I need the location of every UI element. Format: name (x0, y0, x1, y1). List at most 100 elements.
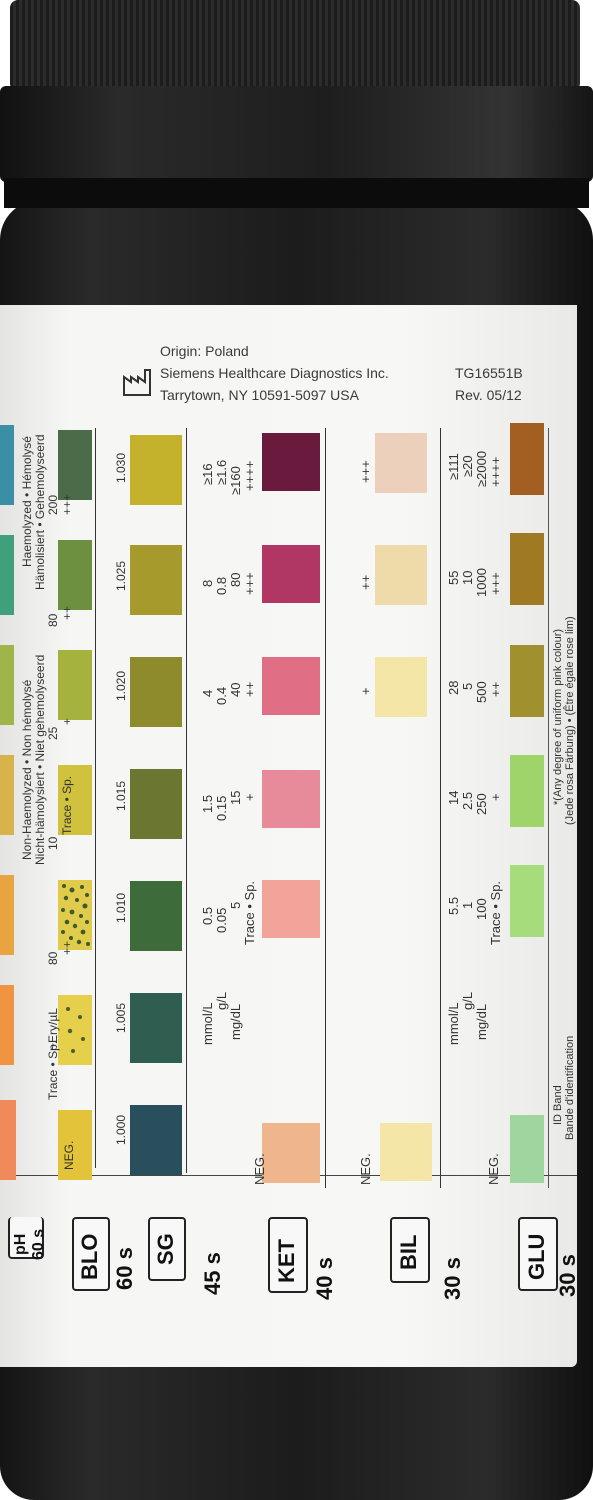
ket-value: 0.5 (200, 906, 215, 925)
pad-time-bil: 30 s (440, 1257, 465, 1300)
ket-value: ≥16 (200, 463, 215, 485)
bottle-cap (10, 0, 580, 88)
ph-swatch (0, 985, 14, 1065)
ph-swatch (0, 425, 14, 505)
glu-swatch-3plus (510, 533, 544, 605)
blood-trace-3: Trace • Sp. (60, 775, 74, 835)
ket-value: 5 (228, 901, 243, 909)
glu-swatch-2plus (510, 645, 544, 717)
pad-time-sg: 45 s (200, 1252, 225, 1295)
origin-text: Origin: Poland (160, 343, 249, 359)
ket-value: ≥160 (228, 466, 243, 495)
bil-swatch-3plus (375, 433, 427, 493)
glu-value: 28 (446, 680, 461, 695)
ket-value: 0.4 (214, 686, 229, 705)
glu-unit-gl: g/L (460, 991, 475, 1010)
ket-swatch-4plus (262, 433, 320, 491)
ket-value: 0.05 (214, 907, 229, 933)
footnote: (Jede rosa Färbung) • (Être égale rose l… (564, 616, 576, 825)
ket-value: +++ (242, 572, 257, 595)
ket-value: 40 (228, 682, 243, 697)
glu-value: Trace • Sp. (488, 880, 503, 945)
pad-name-glu: GLU (524, 1233, 549, 1280)
glu-swatch-trace (510, 865, 544, 937)
revision-text: Rev. 05/12 (455, 387, 522, 403)
blood-haemolyzed-label: Haemolyzed • Hémolysé (20, 436, 34, 567)
ket-value: 1.5 (200, 794, 215, 813)
bil-swatch-2plus (375, 545, 427, 605)
blood-value-200: 200 (46, 494, 60, 515)
manufacturer-icon (123, 369, 151, 396)
ph-swatch (0, 645, 14, 725)
ket-value: ++ (242, 681, 257, 697)
glu-value: 5 (460, 682, 475, 690)
ket-unit-mgdl: mg/dL (228, 1003, 243, 1040)
blood-swatch-non-haemolyzed-10 (58, 995, 92, 1065)
glu-swatch-neg (510, 1115, 544, 1183)
company-text: Siemens Healthcare Diagnostics Inc. (160, 365, 389, 381)
blood-plus-80b: ++ (60, 605, 74, 620)
blood-plus-80: ++ (60, 940, 74, 955)
ket-value: Trace • Sp. (242, 880, 257, 945)
bil-label: + (358, 687, 373, 695)
blood-value-10: 10 (46, 836, 60, 850)
pad-name-bil: BIL (396, 1234, 421, 1270)
glu-value: 2.5 (460, 791, 475, 810)
ph-swatch (0, 755, 14, 835)
blood-value-80b: 80 (46, 613, 60, 627)
sg-swatch-1015 (130, 769, 182, 839)
pad-box-ket (268, 1217, 308, 1293)
glu-swatch-4plus (510, 423, 544, 495)
blood-swatch-200 (58, 430, 92, 500)
pad-box-bil (390, 1217, 430, 1283)
blood-plus-25: + (60, 717, 74, 725)
ket-unit-mmol: mmol/L (200, 1002, 215, 1045)
ph-swatch (0, 875, 14, 955)
sg-value: 1.010 (114, 892, 128, 923)
ket-value: 4 (200, 689, 215, 697)
product-label: Origin: Poland Siemens Healthcare Diagno… (0, 305, 580, 1367)
column-divider (95, 428, 96, 1168)
glu-swatch-plus (510, 755, 544, 827)
blood-value-80: 80 (46, 951, 60, 965)
sg-swatch-1030 (130, 435, 182, 505)
ph-swatch (0, 1100, 16, 1180)
pad-box-blo (72, 1217, 110, 1291)
speckle-pattern (66, 1007, 85, 1053)
glu-value: 5.5 (446, 896, 461, 915)
sg-value: 1.020 (114, 670, 128, 701)
sg-swatch-1020 (130, 657, 182, 727)
sg-swatch-1000 (130, 1105, 182, 1175)
glu-value: 14 (446, 790, 461, 805)
pad-box-ph (8, 1217, 44, 1259)
blood-plus-200: +++ (60, 493, 74, 515)
ket-swatch-plus (262, 770, 320, 828)
ket-value: 0.15 (214, 795, 229, 821)
address-text: Tarrytown, NY 10591-5097 USA (160, 387, 359, 403)
blood-nicht-haemolysiert-label: Nicht-hämolysiert • Niet gehemolyseerd (33, 654, 47, 865)
pad-name-ket: KET (274, 1239, 299, 1283)
sg-value: 1.000 (114, 1114, 128, 1145)
sg-swatch-1005 (130, 993, 182, 1063)
ket-value: 80 (228, 572, 243, 587)
glu-value: 100 (474, 898, 489, 920)
blood-swatch-25 (58, 650, 92, 720)
ket-value: ++++ (242, 460, 257, 491)
ph-swatch (0, 535, 14, 615)
blood-neg-label: NEG. (62, 1140, 76, 1170)
glu-value: ≥20 (460, 455, 475, 477)
sg-swatch-1010 (130, 881, 182, 951)
pad-box-glu (518, 1217, 558, 1291)
ket-value: 15 (228, 790, 243, 805)
glu-value: 10 (460, 570, 475, 585)
blood-swatch-neg (58, 1110, 92, 1180)
glu-value: 1000 (474, 568, 489, 597)
blood-swatch-non-haemolyzed-80 (58, 880, 92, 950)
ket-swatch-2plus (262, 657, 320, 715)
blood-swatch-10 (58, 765, 92, 835)
blood-non-haemolyzed-label: Non-Haemolyzed • Non hémolysé (20, 679, 34, 860)
blood-haemolysiert-label: Hämolisiert • Gehemolyseerd (33, 434, 47, 590)
bil-neg-label: NEG. (358, 1153, 373, 1185)
ket-swatch-trace (262, 880, 320, 938)
blood-swatch-80 (58, 540, 92, 610)
